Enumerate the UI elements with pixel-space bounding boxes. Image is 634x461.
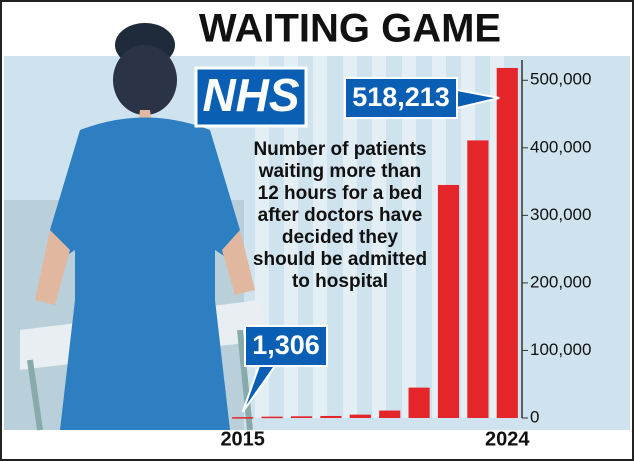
bar [349, 414, 371, 418]
bar [290, 416, 313, 418]
bar [496, 67, 518, 418]
bar [261, 416, 283, 419]
annotation: after doctors have [258, 205, 423, 226]
y-tick-label: 500,000 [530, 70, 591, 89]
bar [437, 184, 460, 418]
annotation: should be admitted [253, 249, 427, 270]
annotation: Number of patients [253, 139, 426, 160]
bar [232, 417, 254, 419]
bar [467, 140, 489, 418]
annotation: decided they [282, 227, 399, 248]
annotation: waiting more than [258, 161, 422, 182]
bar [379, 410, 401, 418]
x-tick-label: 2015 [220, 428, 265, 450]
y-tick-label: 200,000 [530, 272, 591, 291]
y-tick-label: 300,000 [530, 205, 591, 224]
x-tick-label: 2024 [485, 428, 530, 450]
nhs-logo: NHS [194, 66, 308, 128]
y-tick-label: 0 [530, 407, 539, 426]
value-label: 1,306 [252, 330, 320, 360]
bar [320, 415, 342, 418]
callout-box [244, 325, 328, 367]
annotation: to hospital [292, 271, 388, 292]
callout-box [344, 77, 458, 119]
y-tick-label: 400,000 [530, 137, 591, 156]
chart-title: WAITING GAME [199, 7, 501, 51]
logo-text: NHS [202, 69, 299, 121]
nurse-photo [4, 23, 270, 431]
y-tick-label: 100,000 [530, 340, 591, 359]
bar [408, 387, 430, 418]
value-label: 518,213 [352, 82, 450, 112]
annotation: 12 hours for a bed [258, 183, 423, 204]
